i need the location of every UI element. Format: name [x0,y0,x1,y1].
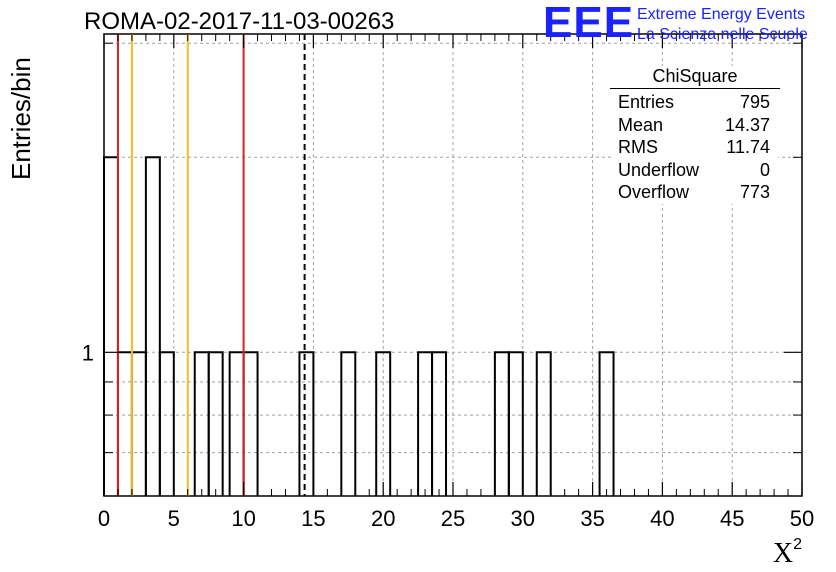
histogram-bin [144,156,161,496]
stats-label: Entries [618,92,675,112]
histogram-bin [228,351,245,496]
histogram-bin [130,351,147,496]
stats-label: Mean [618,114,664,135]
x-tick-label: 50 [790,506,814,531]
chart-title: ROMA-02-2017-11-03-00263 [84,8,395,35]
histogram-bin [207,351,224,496]
stats-value: 795 [739,92,770,112]
histogram-bin [507,351,524,496]
x-axis-label: X2 [772,536,802,570]
stats-value: 14.37 [724,114,770,135]
stats-box: ChiSquare Entries 795 Mean 14.37 RMS 11.74 … [610,66,780,204]
stats-value: 11.74 [726,137,770,157]
stats-value: 0 [759,159,770,180]
x-tick-label: 15 [301,506,325,531]
x-tick-label: 30 [511,506,535,531]
histogram-bin [535,351,552,496]
histogram-bin [158,351,175,496]
histogram-bin [242,351,259,496]
histogram-bars [103,156,615,496]
stats-row-mean: Mean 14.37 [612,114,778,137]
reference-lines [116,34,306,496]
histogram-bin [493,351,510,496]
histogram-bin [298,351,315,496]
x-tick-label: 10 [231,506,255,531]
histogram-bin [103,156,119,496]
stats-row-underflow: Underflow 0 [612,159,778,182]
eee-logo-mark: EEE [543,0,635,47]
y-tick-label: 1 [82,340,94,365]
axis-tick-labels: 0 5 10 15 20 25 30 35 40 45 50 1 [82,340,814,531]
x-axis-label-base: X [772,538,794,569]
histogram-bin [431,351,448,496]
histogram-bin [375,351,392,496]
histogram-bin [193,351,210,496]
x-tick-label: 35 [580,506,604,531]
stats-value: 773 [739,182,770,202]
x-tick-label: 45 [720,506,744,531]
stats-row-entries: Entries 795 [612,91,778,114]
stats-label: Overflow [618,182,690,202]
axis-ticks [103,34,803,496]
y-axis-label: Entries/bin [6,57,36,180]
x-axis-label-superscript: 2 [793,536,802,553]
x-tick-label: 25 [441,506,465,531]
x-tick-label: 20 [371,506,395,531]
histogram-bin [116,351,133,496]
histogram-bin [340,351,357,496]
stats-row-rms: RMS 11.74 [612,136,778,159]
eee-logo: EEE Extreme Energy Events La Scienza nel… [543,0,833,47]
logo-line-2: La Scienza nelle Scuole [637,26,808,43]
stats-row-overflow: Overflow 773 [612,181,778,204]
stats-label: Underflow [618,159,700,180]
stats-title: ChiSquare [610,66,780,89]
x-tick-label: 40 [650,506,674,531]
x-tick-label: 5 [168,506,180,531]
stats-label: RMS [618,137,658,157]
histogram-bin [598,351,615,496]
logo-line-1: Extreme Energy Events [637,6,806,23]
x-tick-label: 0 [98,506,110,531]
histogram-bin [417,351,434,496]
